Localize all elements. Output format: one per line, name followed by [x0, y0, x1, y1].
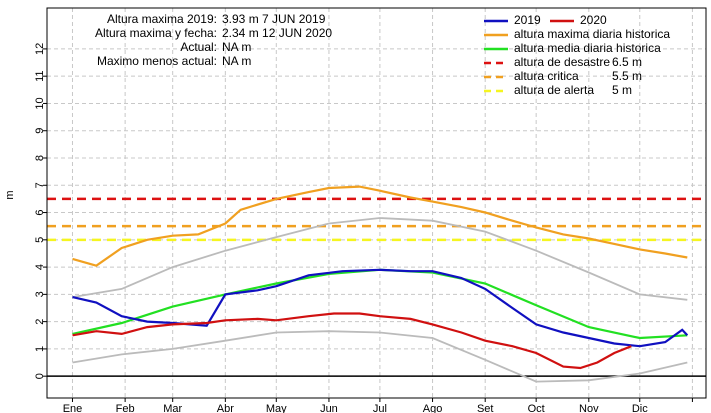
legend-value: 6.5 m [612, 55, 642, 69]
legend-label: 2020 [580, 13, 607, 27]
series-line [72, 268, 689, 348]
x-tick-label: Ago [423, 403, 443, 413]
x-tick-label: Feb [116, 403, 135, 413]
series-line [72, 217, 688, 301]
annotation-value: NA m [222, 40, 251, 54]
legend-label: altura critica [514, 69, 579, 83]
annotation-label: Altura maxima y fecha: [95, 26, 217, 40]
annotation-label: Maximo menos actual: [97, 54, 217, 68]
x-tick-label: Dic [632, 403, 648, 413]
y-tick-label: 5 [34, 237, 46, 243]
x-tick-label: Ene [63, 403, 83, 413]
x-tick-label: Jun [320, 403, 338, 413]
x-tick-label: Set [477, 403, 494, 413]
y-tick-label: 7 [34, 182, 46, 188]
y-tick-label: 3 [34, 291, 46, 297]
legend-label: altura de desastre [514, 55, 610, 69]
x-tick-label: May [266, 403, 287, 413]
legend-label: altura media diaria historica [514, 41, 661, 55]
series-line [72, 330, 688, 383]
x-tick-label: Nov [579, 403, 599, 413]
y-tick-label: 6 [34, 209, 46, 215]
annotation-value: 2.34 m 12 JUN 2020 [222, 26, 332, 40]
y-tick-label: 9 [34, 128, 46, 134]
y-tick-label: 2 [34, 319, 46, 325]
y-tick-label: 11 [34, 70, 46, 81]
legend-label: 2019 [514, 13, 541, 27]
annotation-value: 3.93 m 7 JUN 2019 [222, 12, 326, 26]
y-tick-label: 12 [34, 43, 46, 55]
y-tick-label: 1 [34, 346, 46, 352]
legend-label: altura de alerta [514, 83, 594, 97]
annotation-label: Actual: [180, 40, 217, 54]
y-tick-label: 0 [34, 373, 46, 379]
x-tick-label: Mar [163, 403, 182, 413]
plot-border [46, 7, 707, 399]
legend-value: 5 m [612, 83, 632, 97]
series-line [72, 312, 632, 370]
y-tick-label: 8 [34, 155, 46, 161]
x-tick-label: Abr [217, 403, 234, 413]
y-tick-label: 4 [34, 264, 46, 270]
annotation-value: NA m [222, 54, 251, 68]
series-line [72, 185, 688, 267]
x-tick-label: Oct [528, 403, 545, 413]
annotation-label: Altura maxima 2019: [107, 12, 217, 26]
legend-value: 5.5 m [612, 69, 642, 83]
legend-label: altura maxima diaria historica [514, 27, 670, 41]
x-tick-label: Jul [373, 403, 387, 413]
y-tick-label: 10 [34, 97, 46, 109]
y-axis-label: m [4, 190, 16, 199]
